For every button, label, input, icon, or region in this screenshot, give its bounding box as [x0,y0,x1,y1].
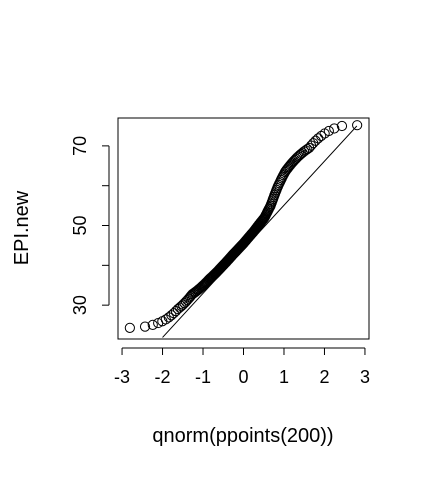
x-tick-label: 0 [238,367,248,387]
x-tick-label: 3 [360,367,370,387]
data-point [316,130,327,142]
x-tick-label: -3 [114,367,130,387]
data-points [124,120,363,333]
data-point [336,120,348,132]
x-axis-title: qnorm(ppoints(200)) [152,425,333,447]
reference-line [162,125,358,338]
data-point [147,319,158,330]
x-tick-label: -1 [195,367,211,387]
data-point [329,123,340,134]
data-point [139,321,151,332]
data-point [302,144,313,155]
y-tick-label: 70 [70,136,90,156]
reference-line-group [162,125,358,338]
x-tick-label: 1 [279,367,289,387]
data-point [323,125,334,137]
plot-box [117,117,370,340]
data-point [313,133,324,144]
data-point [352,120,363,131]
x-tick-label: 2 [319,367,329,387]
y-axis-title: EPI.new [11,190,33,265]
data-point [124,322,135,333]
y-tick-label: 50 [70,215,90,235]
x-axis: -3 -2 -1 0 1 2 3 [114,347,370,387]
data-point [298,146,310,157]
x-tick-label: -2 [155,367,171,387]
y-tick-label: 30 [70,295,90,315]
y-axis: 30 50 70 [70,136,110,315]
